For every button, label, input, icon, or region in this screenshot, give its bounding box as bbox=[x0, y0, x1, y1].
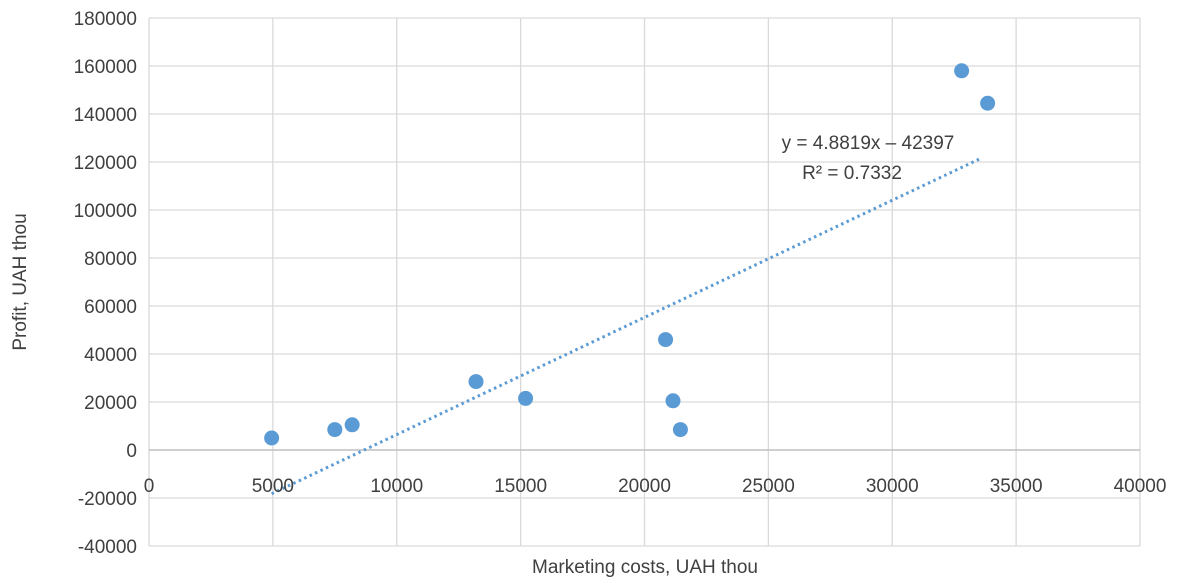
x-tick-label: 40000 bbox=[1114, 476, 1167, 497]
y-tick-label: 120000 bbox=[74, 153, 137, 174]
data-point bbox=[468, 374, 484, 390]
y-tick-label: 100000 bbox=[74, 201, 137, 222]
x-tick-label: 25000 bbox=[742, 476, 795, 497]
y-tick-label: 160000 bbox=[74, 57, 137, 78]
data-points bbox=[264, 63, 996, 446]
trendline-group bbox=[270, 156, 983, 496]
data-point bbox=[264, 430, 280, 446]
y-tick-label: 80000 bbox=[84, 249, 137, 270]
y-tick-label: 20000 bbox=[84, 393, 137, 414]
x-tick-labels: 0 5000 10000 15000 20000 25000 30000 35000 40000 bbox=[144, 476, 1167, 497]
y-axis-title: Profit, UAH thou bbox=[10, 213, 31, 350]
x-tick-label: 5000 bbox=[252, 476, 294, 497]
trendline-equation: y = 4.8819x – 42397 bbox=[782, 133, 955, 154]
y-tick-label: 40000 bbox=[84, 345, 137, 366]
y-tick-label: -20000 bbox=[78, 489, 137, 510]
x-tick-label: 10000 bbox=[370, 476, 423, 497]
y-tick-label: 0 bbox=[126, 441, 137, 462]
x-tick-label: 15000 bbox=[494, 476, 547, 497]
x-tick-label: 0 bbox=[144, 476, 155, 497]
y-tick-label: 140000 bbox=[74, 105, 137, 126]
y-tick-label: 180000 bbox=[74, 9, 137, 30]
y-tick-label: 60000 bbox=[84, 297, 137, 318]
x-axis-title: Marketing costs, UAH thou bbox=[532, 557, 758, 578]
data-point bbox=[518, 390, 534, 406]
trendline bbox=[270, 156, 983, 496]
trendline-r2: R² = 0.7332 bbox=[802, 163, 902, 184]
data-point bbox=[954, 63, 970, 79]
y-tick-label: -40000 bbox=[78, 537, 137, 558]
y-tick-labels: -40000 -20000 0 20000 40000 60000 80000 100000 1… bbox=[74, 9, 137, 558]
data-point bbox=[327, 422, 343, 438]
data-point bbox=[665, 393, 681, 409]
x-tick-label: 20000 bbox=[618, 476, 671, 497]
data-point bbox=[672, 422, 688, 438]
x-tick-label: 35000 bbox=[990, 476, 1043, 497]
grid-lines bbox=[148, 17, 1141, 547]
data-point bbox=[980, 95, 996, 111]
data-point bbox=[344, 417, 360, 433]
data-point bbox=[658, 332, 674, 348]
x-tick-label: 30000 bbox=[866, 476, 919, 497]
